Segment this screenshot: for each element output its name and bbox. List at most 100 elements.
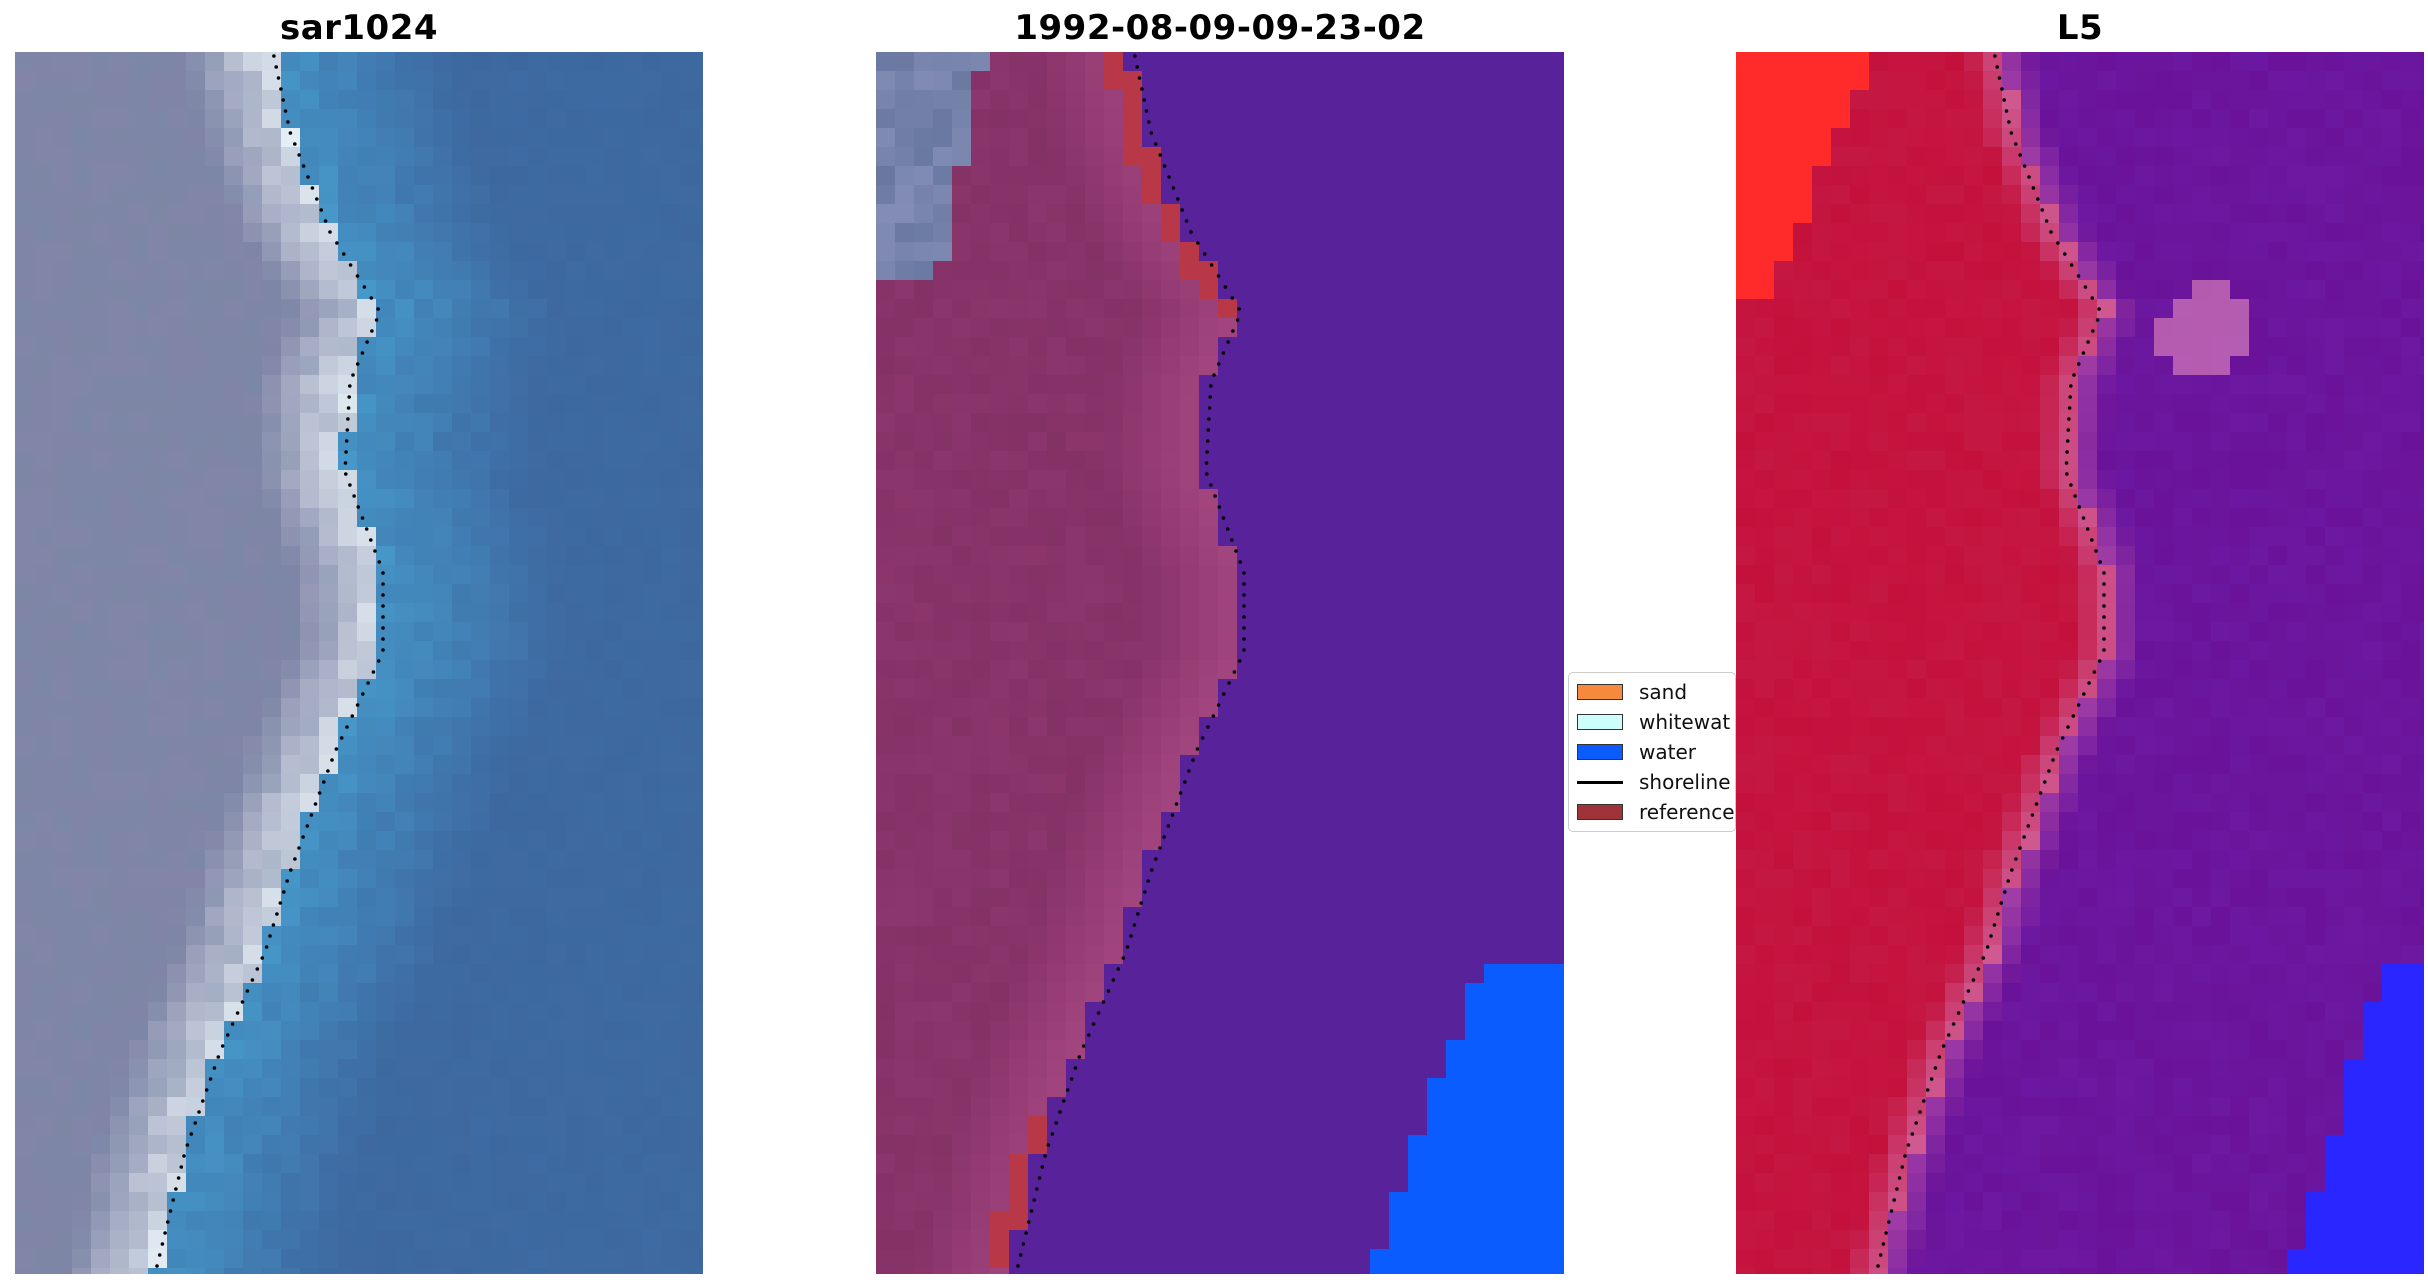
classification-pixel bbox=[1104, 850, 1123, 869]
sar-pixel bbox=[490, 375, 509, 394]
classification-pixel bbox=[1294, 622, 1313, 641]
classification-pixel bbox=[1370, 242, 1389, 261]
classification-pixel bbox=[1332, 394, 1351, 413]
sar-pixel bbox=[661, 774, 680, 793]
sar-pixel bbox=[604, 1002, 623, 1021]
sar-pixel bbox=[528, 337, 547, 356]
classification-pixel bbox=[990, 1154, 1009, 1173]
sar-pixel bbox=[72, 508, 91, 527]
classification-pixel bbox=[914, 261, 933, 280]
sar-pixel bbox=[433, 109, 452, 128]
sar-pixel bbox=[72, 603, 91, 622]
sar-pixel bbox=[585, 964, 604, 983]
classification-pixel bbox=[933, 622, 952, 641]
sar-pixel bbox=[262, 1154, 281, 1173]
classification-pixel bbox=[1484, 147, 1503, 166]
sar-pixel bbox=[34, 1078, 53, 1097]
classification-pixel bbox=[1313, 1002, 1332, 1021]
classification-pixel bbox=[933, 774, 952, 793]
sar-pixel bbox=[395, 660, 414, 679]
classification-pixel bbox=[1465, 1002, 1484, 1021]
classification-pixel bbox=[1142, 1097, 1161, 1116]
sar-pixel bbox=[319, 261, 338, 280]
classification-pixel bbox=[1237, 413, 1256, 432]
classification-pixel bbox=[1237, 1268, 1256, 1274]
sar-pixel bbox=[699, 1059, 703, 1078]
sar-pixel bbox=[509, 888, 528, 907]
classification-pixel bbox=[1180, 128, 1199, 147]
sar-pixel bbox=[186, 1002, 205, 1021]
sar-pixel bbox=[300, 527, 319, 546]
sar-pixel bbox=[167, 584, 186, 603]
classification-pixel bbox=[1465, 1135, 1484, 1154]
sar-pixel bbox=[623, 1059, 642, 1078]
sar-pixel bbox=[490, 907, 509, 926]
sar-pixel bbox=[281, 261, 300, 280]
classification-pixel bbox=[1484, 1002, 1503, 1021]
sar-pixel bbox=[509, 90, 528, 109]
classification-pixel bbox=[1028, 432, 1047, 451]
sar-pixel bbox=[604, 698, 623, 717]
classification-pixel bbox=[1066, 318, 1085, 337]
sar-pixel bbox=[167, 831, 186, 850]
sar-pixel bbox=[471, 1192, 490, 1211]
classification-pixel bbox=[1446, 660, 1465, 679]
sar-pixel bbox=[205, 394, 224, 413]
classification-pixel bbox=[1351, 679, 1370, 698]
sar-pixel bbox=[281, 869, 300, 888]
sar-pixel bbox=[338, 1154, 357, 1173]
classification-pixel bbox=[1047, 869, 1066, 888]
classification-pixel bbox=[1104, 356, 1123, 375]
sar-pixel bbox=[338, 1192, 357, 1211]
sar-pixel bbox=[699, 337, 703, 356]
classification-pixel bbox=[933, 299, 952, 318]
shoreline-point bbox=[369, 296, 374, 300]
sar-pixel bbox=[167, 451, 186, 470]
classification-pixel bbox=[1161, 1192, 1180, 1211]
classification-pixel bbox=[1446, 109, 1465, 128]
classification-pixel bbox=[1484, 1249, 1503, 1268]
sar-pixel bbox=[452, 698, 471, 717]
classification-pixel bbox=[1427, 1078, 1446, 1097]
classification-pixel bbox=[1370, 1040, 1389, 1059]
sar-pixel bbox=[509, 185, 528, 204]
classification-pixel bbox=[1370, 717, 1389, 736]
sar-pixel bbox=[395, 888, 414, 907]
classification-pixel bbox=[876, 52, 895, 71]
sar-pixel bbox=[91, 1173, 110, 1192]
sar-pixel bbox=[15, 774, 34, 793]
classification-pixel bbox=[914, 717, 933, 736]
sar-pixel bbox=[566, 983, 585, 1002]
classification-pixel bbox=[1237, 204, 1256, 223]
classification-pixel bbox=[876, 755, 895, 774]
classification-pixel bbox=[971, 1078, 990, 1097]
sar-pixel bbox=[167, 755, 186, 774]
sar-pixel bbox=[680, 584, 699, 603]
classification-pixel bbox=[876, 774, 895, 793]
sar-pixel bbox=[110, 774, 129, 793]
classification-pixel bbox=[1256, 736, 1275, 755]
classification-pixel bbox=[952, 356, 971, 375]
sar-pixel bbox=[110, 394, 129, 413]
sar-pixel bbox=[148, 1268, 167, 1274]
classification-pixel bbox=[1370, 128, 1389, 147]
sar-pixel bbox=[15, 1192, 34, 1211]
sar-pixel bbox=[281, 432, 300, 451]
classification-pixel bbox=[1142, 565, 1161, 584]
sar-pixel bbox=[262, 1002, 281, 1021]
shoreline-point bbox=[1162, 164, 1167, 168]
sar-pixel bbox=[224, 584, 243, 603]
sar-pixel bbox=[186, 1116, 205, 1135]
sar-pixel bbox=[528, 622, 547, 641]
classification-pixel bbox=[1503, 717, 1522, 736]
sar-pixel bbox=[604, 185, 623, 204]
sar-pixel bbox=[471, 1173, 490, 1192]
classification-pixel bbox=[1389, 261, 1408, 280]
classification-pixel bbox=[1522, 470, 1541, 489]
sar-pixel bbox=[205, 1192, 224, 1211]
sar-pixel bbox=[433, 128, 452, 147]
classification-pixel bbox=[1427, 52, 1446, 71]
classification-pixel bbox=[990, 508, 1009, 527]
sar-pixel bbox=[414, 964, 433, 983]
sar-pixel bbox=[680, 679, 699, 698]
